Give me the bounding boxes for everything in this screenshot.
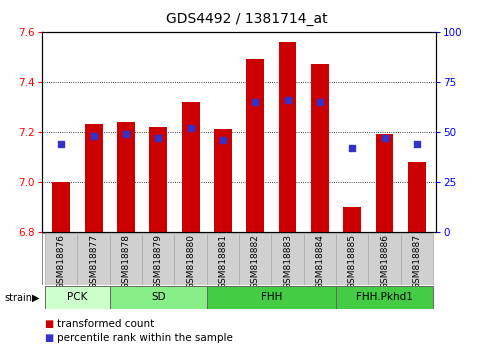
- Bar: [110, 233, 142, 285]
- Point: [122, 131, 130, 137]
- Text: percentile rank within the sample: percentile rank within the sample: [57, 333, 233, 343]
- Text: strain: strain: [4, 293, 32, 303]
- Text: GDS4492 / 1381714_at: GDS4492 / 1381714_at: [166, 12, 327, 27]
- Text: GSM818883: GSM818883: [283, 234, 292, 289]
- Text: transformed count: transformed count: [57, 319, 154, 329]
- Text: FHH: FHH: [261, 292, 282, 302]
- Bar: [207, 233, 239, 285]
- Bar: [343, 207, 361, 232]
- Text: GSM818885: GSM818885: [348, 234, 357, 289]
- Bar: [117, 122, 135, 232]
- Bar: [142, 233, 175, 285]
- Bar: [175, 233, 207, 285]
- Bar: [336, 286, 433, 309]
- Point: [316, 99, 324, 105]
- Bar: [336, 233, 368, 285]
- Text: PCK: PCK: [67, 292, 88, 302]
- Bar: [311, 64, 329, 232]
- Text: GSM818880: GSM818880: [186, 234, 195, 289]
- Text: FHH.Pkhd1: FHH.Pkhd1: [356, 292, 413, 302]
- Point: [187, 125, 195, 131]
- Bar: [401, 233, 433, 285]
- Bar: [368, 233, 401, 285]
- Text: GSM818882: GSM818882: [251, 234, 260, 289]
- Text: GSM818878: GSM818878: [121, 234, 131, 289]
- Text: GSM818881: GSM818881: [218, 234, 227, 289]
- Point: [154, 135, 162, 141]
- Text: ▶: ▶: [32, 293, 39, 303]
- Bar: [207, 286, 336, 309]
- Text: ■: ■: [44, 333, 54, 343]
- Bar: [214, 129, 232, 232]
- Point: [283, 97, 291, 103]
- Text: GSM818886: GSM818886: [380, 234, 389, 289]
- Point: [413, 141, 421, 147]
- Bar: [239, 233, 272, 285]
- Bar: [45, 286, 110, 309]
- Text: GSM818877: GSM818877: [89, 234, 98, 289]
- Point: [349, 145, 356, 151]
- Text: GSM818884: GSM818884: [316, 234, 324, 289]
- Text: GSM818879: GSM818879: [154, 234, 163, 289]
- Text: GSM818876: GSM818876: [57, 234, 66, 289]
- Point: [90, 133, 98, 139]
- Bar: [408, 162, 426, 232]
- Bar: [45, 233, 77, 285]
- Bar: [246, 59, 264, 232]
- Bar: [52, 182, 70, 232]
- Bar: [272, 233, 304, 285]
- Text: ■: ■: [44, 319, 54, 329]
- Bar: [77, 233, 110, 285]
- Bar: [110, 286, 207, 309]
- Bar: [376, 135, 393, 232]
- Bar: [149, 127, 167, 232]
- Point: [381, 135, 388, 141]
- Bar: [85, 124, 103, 232]
- Bar: [304, 233, 336, 285]
- Point: [251, 99, 259, 105]
- Point: [219, 137, 227, 143]
- Bar: [182, 102, 200, 232]
- Text: GSM818887: GSM818887: [413, 234, 422, 289]
- Point: [57, 141, 65, 147]
- Text: SD: SD: [151, 292, 166, 302]
- Bar: [279, 42, 296, 232]
